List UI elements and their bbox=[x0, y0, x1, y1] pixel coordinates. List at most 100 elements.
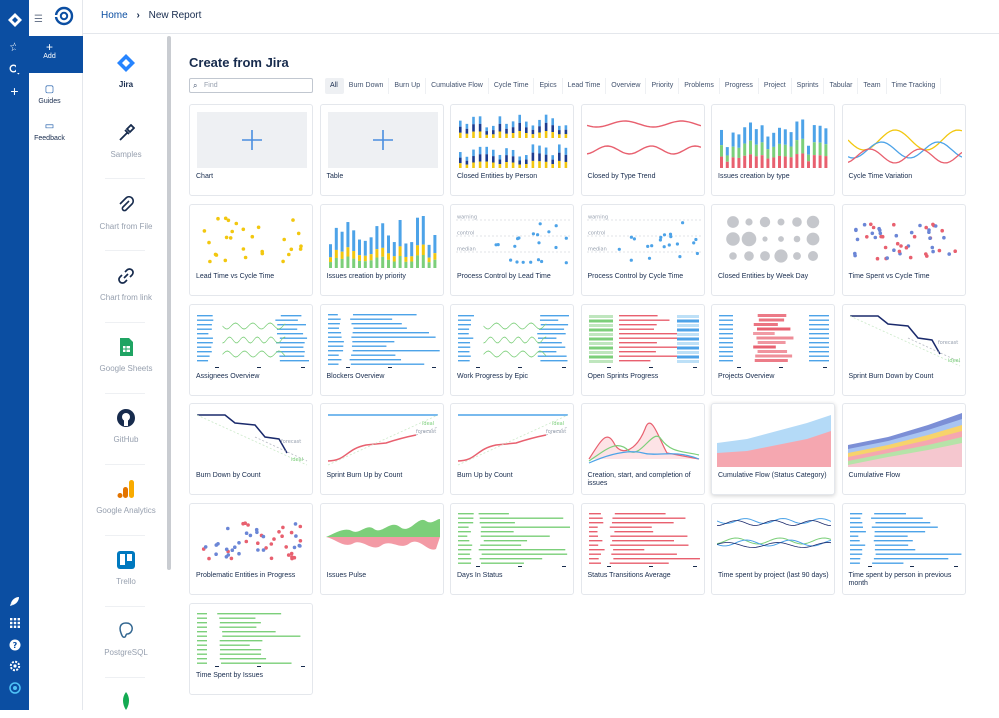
filter-tab-project[interactable]: Project bbox=[759, 78, 792, 94]
filter-tab-cycle-time[interactable]: Cycle Time bbox=[489, 78, 535, 94]
template-card-cycle-time-variation[interactable]: Cycle Time Variation bbox=[841, 104, 966, 196]
filter-tab-time-tracking[interactable]: Time Tracking bbox=[887, 78, 942, 94]
settings-gear-icon[interactable] bbox=[0, 657, 29, 675]
template-card-projects-overview[interactable]: Projects Overview bbox=[711, 303, 835, 396]
main-content: Create from Jira ⌕ Find All Burn Down Burn… bbox=[171, 35, 999, 710]
filter-tab-problems[interactable]: Problems bbox=[679, 78, 720, 94]
template-card-closed-entities-by-week-day[interactable]: Closed Entities by Week Day bbox=[711, 203, 835, 296]
template-card-sprint-burn-down-by-count[interactable]: forecast ideal Sprint Burn Down by Count bbox=[841, 303, 966, 396]
chart-thumbnail bbox=[849, 513, 961, 568]
search-input[interactable]: ⌕ Find bbox=[189, 78, 313, 93]
hamburger-menu-icon[interactable]: ☰ bbox=[34, 14, 43, 25]
svg-text:forecast: forecast bbox=[546, 429, 566, 435]
search-placeholder: Find bbox=[204, 82, 218, 89]
svg-text:?: ? bbox=[12, 641, 17, 650]
jira-logo-icon[interactable] bbox=[0, 11, 29, 29]
chart-thumbnail: warning control median bbox=[586, 214, 701, 262]
template-card-open-sprints-progress[interactable]: Open Sprints Progress bbox=[580, 303, 705, 396]
app-logo-icon[interactable] bbox=[54, 6, 74, 26]
source-item-github[interactable]: GitHub bbox=[83, 409, 169, 444]
template-card-time-spent-by-issues[interactable]: Time Spent by Issues bbox=[189, 603, 313, 695]
sources-scrollbar[interactable] bbox=[167, 36, 171, 570]
source-item-google-analytics[interactable]: Google Analytics bbox=[83, 480, 169, 515]
source-label: Google Sheets bbox=[99, 364, 153, 373]
filter-tab-burn-down[interactable]: Burn Down bbox=[344, 78, 390, 94]
template-card-time-spent-by-person-in-previous-month[interactable]: Time spent by person in previous month bbox=[841, 503, 966, 596]
svg-text:ideal: ideal bbox=[948, 358, 960, 364]
source-item-postgresql[interactable]: PostgreSQL bbox=[83, 622, 169, 657]
template-card-problematic-entities-in-progress[interactable]: Problematic Entities in Progress bbox=[189, 503, 313, 596]
plus-icon bbox=[327, 112, 438, 168]
book-icon: ▢ bbox=[44, 84, 55, 95]
template-card-issues-creation-by-type[interactable]: Issues creation by type bbox=[711, 104, 835, 196]
template-card-sprint-burn-up-by-count[interactable]: ideal forecast Sprint Burn Up by Count bbox=[319, 403, 444, 496]
template-card-issues-pulse[interactable]: Issues Pulse bbox=[319, 503, 444, 596]
template-card-creation-start-and-completion-of-issues[interactable]: Creation, start, and completion of issue… bbox=[580, 403, 705, 496]
template-card-burn-down-by-count[interactable]: forecast ideal Burn Down by Count bbox=[189, 403, 313, 496]
template-card-blockers-overview[interactable]: Blockers Overview bbox=[319, 303, 444, 396]
template-card-chart[interactable]: Chart bbox=[189, 104, 313, 196]
add-button[interactable]: + Add bbox=[16, 36, 83, 73]
template-card-cumulative-flow-status-category[interactable]: Cumulative Flow (Status Category) bbox=[711, 403, 835, 496]
template-card-status-transitions-average[interactable]: Status Transitions Average bbox=[580, 503, 705, 596]
star-icon[interactable]: ☆ bbox=[9, 40, 20, 54]
link-icon bbox=[118, 268, 134, 284]
template-card-assignees-overview[interactable]: Assignees Overview bbox=[189, 303, 313, 396]
source-item-chart-from-link[interactable]: Chart from link bbox=[83, 267, 169, 302]
breadcrumb: Home › New Report bbox=[101, 10, 201, 21]
template-card-cumulative-flow[interactable]: Cumulative Flow bbox=[841, 403, 966, 496]
source-item-google-sheets[interactable]: Google Sheets bbox=[83, 338, 169, 373]
filter-tab-epics[interactable]: Epics bbox=[534, 78, 563, 94]
chart-thumbnail: forecast ideal bbox=[196, 414, 308, 466]
filter-tab-progress[interactable]: Progress bbox=[720, 78, 759, 94]
template-card-burn-up-by-count[interactable]: ideal forecast Burn Up by Count bbox=[450, 403, 574, 496]
template-card-closed-entities-by-person[interactable]: Closed Entities by Person bbox=[450, 104, 574, 196]
search-icon: ⌕ bbox=[193, 81, 198, 90]
source-item-chart-from-file[interactable]: Chart from File bbox=[83, 196, 169, 231]
source-item-trello[interactable]: Trello bbox=[83, 551, 169, 586]
chart-thumbnail bbox=[459, 114, 568, 168]
template-card-closed-by-type-trend[interactable]: Closed by Type Trend bbox=[580, 104, 705, 196]
template-card-process-control-by-cycle-time[interactable]: warning control median Process Control by C… bbox=[580, 203, 705, 296]
svg-text:warning: warning bbox=[588, 214, 608, 220]
apps-grid-icon[interactable] bbox=[0, 614, 29, 632]
filter-tab-team[interactable]: Team bbox=[858, 78, 887, 94]
template-card-issues-creation-by-priority[interactable]: Issues creation by priority bbox=[319, 203, 444, 296]
pipette-icon bbox=[119, 124, 135, 141]
template-card-label: Days In Status bbox=[457, 572, 503, 580]
help-icon[interactable]: ? bbox=[0, 636, 29, 654]
chat-icon: ▭ bbox=[44, 121, 55, 132]
filter-tab-burn-up[interactable]: Burn Up bbox=[389, 78, 427, 94]
feedback-button[interactable]: ▭ Feedback bbox=[16, 121, 83, 142]
template-card-lead-time-vs-cycle-time[interactable]: Lead Time vs Cycle Time bbox=[189, 203, 313, 296]
template-card-days-in-status[interactable]: Days In Status bbox=[450, 503, 574, 596]
chart-thumbnail bbox=[201, 521, 303, 561]
template-card-process-control-by-lead-time[interactable]: warning control median Process Control by L… bbox=[450, 203, 574, 296]
template-card-time-spent-by-project-last-90-days[interactable]: Time spent by project (last 90 days) bbox=[711, 503, 835, 596]
template-card-work-progress-by-epic[interactable]: Work Progress by Epic bbox=[450, 303, 574, 396]
rocket-icon[interactable] bbox=[0, 592, 29, 610]
github-icon bbox=[117, 409, 135, 427]
paperclip-icon bbox=[119, 196, 135, 212]
filter-tab-all[interactable]: All bbox=[325, 78, 344, 94]
guides-button[interactable]: ▢ Guides bbox=[16, 84, 83, 105]
source-item-mongodb[interactable] bbox=[83, 692, 169, 718]
create-icon[interactable]: + bbox=[10, 83, 19, 99]
filter-tab-priority[interactable]: Priority bbox=[646, 78, 680, 94]
template-card-label: Issues creation by type bbox=[718, 173, 790, 180]
filter-tab-cumulative-flow[interactable]: Cumulative Flow bbox=[426, 78, 489, 94]
breadcrumb-home-link[interactable]: Home bbox=[101, 10, 128, 21]
template-card-label: Issues creation by priority bbox=[326, 272, 406, 280]
profile-app-icon[interactable] bbox=[0, 679, 29, 697]
template-card-label: Process Control by Cycle Time bbox=[587, 272, 684, 280]
source-item-samples[interactable]: Samples bbox=[83, 124, 169, 159]
filter-tab-tabular[interactable]: Tabular bbox=[824, 78, 859, 94]
source-item-jira[interactable]: Jira bbox=[83, 54, 169, 89]
template-card-table[interactable]: Table bbox=[319, 104, 444, 196]
template-card-time-spent-vs-cycle-time[interactable]: Time Spent vs Cycle Time bbox=[841, 203, 966, 296]
filter-tab-overview[interactable]: Overview bbox=[606, 78, 647, 94]
chevron-right-icon: › bbox=[136, 10, 140, 21]
filter-tab-sprints[interactable]: Sprints bbox=[792, 78, 825, 94]
template-card-label: Time spent by person in previous month bbox=[848, 572, 952, 588]
filter-tab-lead-time[interactable]: Lead Time bbox=[563, 78, 607, 94]
